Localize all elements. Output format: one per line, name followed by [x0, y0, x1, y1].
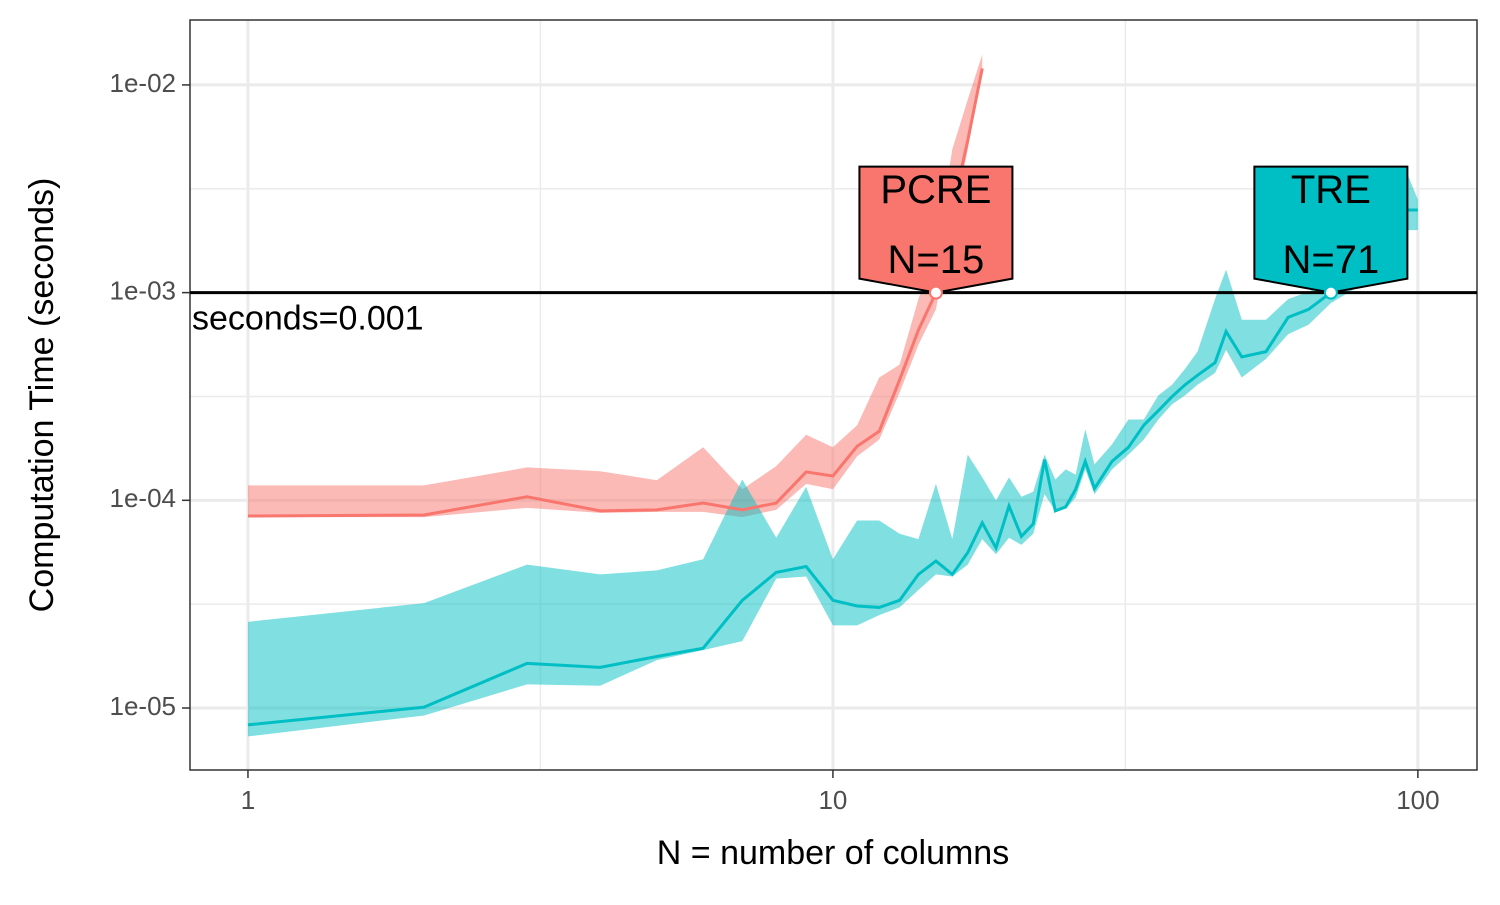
annotation-point	[928, 285, 943, 300]
ribbon	[247, 167, 1418, 737]
series-line	[247, 208, 1418, 727]
annotation-box	[858, 165, 1014, 294]
y-axis-title: Computation Time (seconds)	[23, 178, 61, 613]
y-tick-label: 1e-04	[110, 483, 177, 513]
y-tick-label: 1e-02	[110, 68, 177, 98]
y-tick-label: 1e-03	[110, 275, 177, 305]
annotation-label: N=15	[888, 238, 985, 282]
x-axis-title: N = number of columns	[657, 834, 1009, 872]
annotation-label: TRE	[1291, 168, 1371, 212]
x-tick-label: 10	[818, 785, 847, 815]
x-tick-label: 100	[1396, 785, 1439, 815]
y-tick-label: 1e-05	[110, 691, 177, 721]
annotation-label: N=71	[1283, 238, 1380, 282]
annotation-label: PCRE	[880, 168, 991, 212]
annotation-box	[1253, 165, 1409, 294]
annotation-point	[1323, 285, 1338, 300]
x-tick-label: 1	[241, 785, 255, 815]
reference-label: seconds=0.001	[192, 300, 424, 338]
